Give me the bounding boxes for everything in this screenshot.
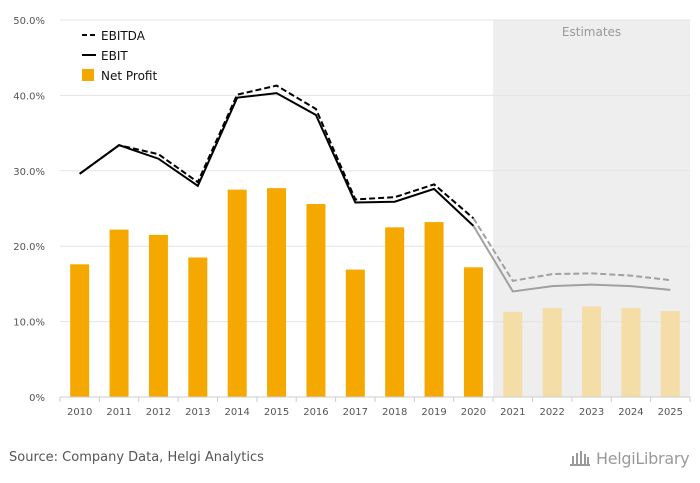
- net-profit-bar: [345, 269, 365, 397]
- legend-swatch-net-profit: [82, 69, 94, 81]
- x-tick-label: 2020: [461, 407, 486, 418]
- x-tick-label: 2011: [106, 407, 131, 418]
- net-profit-bar: [227, 189, 247, 397]
- x-tick-label: 2013: [185, 407, 210, 418]
- net-profit-bar: [503, 311, 523, 397]
- x-tick-label: 2015: [264, 407, 289, 418]
- net-profit-bar: [306, 203, 326, 397]
- x-tick-label: 2014: [224, 407, 249, 418]
- x-tick-label: 2019: [421, 407, 446, 418]
- ebitda-line: [79, 84, 475, 220]
- net-profit-bar: [188, 257, 208, 397]
- net-profit-bar: [70, 264, 90, 397]
- y-tick-label: 0%: [29, 393, 45, 404]
- ebit-line-estimate: [472, 225, 671, 293]
- ebit-line: [79, 92, 475, 227]
- x-tick-label: 2012: [146, 407, 171, 418]
- y-tick-label: 30.0%: [13, 167, 45, 178]
- y-tick-label: 20.0%: [13, 242, 45, 253]
- net-profit-bar: [463, 267, 483, 397]
- x-tick-label: 2025: [658, 407, 683, 418]
- legend-label: EBITDA: [101, 29, 146, 43]
- net-profit-bar: [148, 234, 168, 397]
- x-tick-label: 2024: [618, 407, 643, 418]
- x-tick-label: 2021: [500, 407, 525, 418]
- net-profit-bar: [542, 308, 562, 397]
- x-tick-label: 2022: [539, 407, 564, 418]
- net-profit-bar: [660, 311, 680, 397]
- x-tick-label: 2010: [67, 407, 92, 418]
- ebitda-line-estimate: [472, 217, 671, 282]
- y-tick-label: 10.0%: [13, 318, 45, 329]
- chart: Estimates 0% 10.0% 20.0% 30.0% 40.0% 50.0% 20…: [13, 16, 691, 418]
- logo-text: HelgiLibrary: [596, 448, 690, 468]
- net-profit-bar: [267, 188, 287, 397]
- net-profit-bar: [424, 222, 444, 397]
- net-profit-bar: [621, 308, 641, 397]
- legend-label: EBIT: [101, 49, 128, 63]
- source-note: Source: Company Data, Helgi Analytics: [9, 450, 264, 465]
- net-profit-bar: [385, 227, 405, 397]
- estimates-label: Estimates: [562, 25, 621, 39]
- library-building-icon: [570, 451, 590, 466]
- legend-label: Net Profit: [101, 69, 157, 83]
- x-tick-label: 2023: [579, 407, 604, 418]
- net-profit-bar: [582, 306, 602, 397]
- helgi-library-logo[interactable]: HelgiLibrary: [568, 448, 690, 468]
- y-tick-label: 40.0%: [13, 91, 45, 102]
- x-tick-label: 2016: [303, 407, 328, 418]
- net-profit-bar: [109, 229, 129, 397]
- x-tick-label: 2017: [343, 407, 368, 418]
- y-tick-label: 50.0%: [13, 16, 45, 27]
- x-tick-label: 2018: [382, 407, 407, 418]
